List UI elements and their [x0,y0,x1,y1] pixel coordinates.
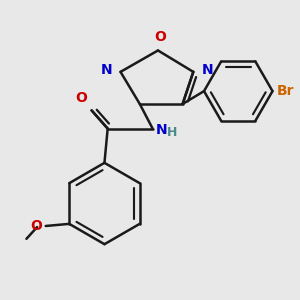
Text: Br: Br [277,84,294,98]
Text: H: H [167,126,177,140]
Text: O: O [31,219,43,233]
Text: N: N [202,63,214,77]
Text: N: N [100,63,112,77]
Text: N: N [156,123,167,137]
Text: O: O [154,30,166,44]
Text: O: O [76,91,87,105]
